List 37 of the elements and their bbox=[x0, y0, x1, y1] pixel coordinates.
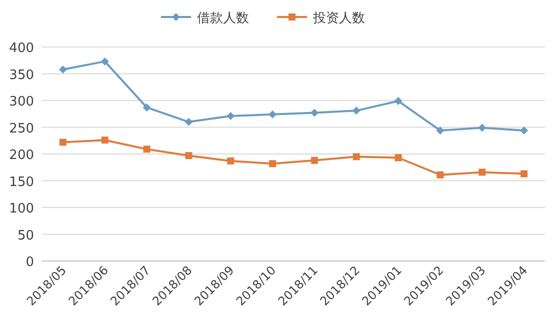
point bbox=[59, 138, 66, 146]
point bbox=[478, 124, 486, 132]
y-tick-label: 400 bbox=[9, 41, 34, 56]
point bbox=[310, 156, 318, 164]
point bbox=[184, 118, 193, 126]
y-tick-label: 50 bbox=[17, 228, 34, 244]
y-tick-label: 100 bbox=[9, 202, 34, 216]
point bbox=[143, 146, 150, 153]
point bbox=[100, 57, 109, 66]
point bbox=[268, 110, 277, 118]
point bbox=[436, 171, 444, 178]
y-tick-label: 0 bbox=[26, 255, 34, 270]
point bbox=[352, 153, 360, 160]
point bbox=[58, 65, 67, 74]
legend-item: 投资人数 bbox=[277, 11, 365, 26]
point bbox=[226, 112, 235, 120]
legend-label: 投资人数 bbox=[312, 11, 365, 26]
point bbox=[352, 106, 360, 115]
y-tick-label: 250 bbox=[9, 121, 34, 136]
point bbox=[269, 160, 276, 168]
y-tick-label: 200 bbox=[9, 148, 34, 163]
point bbox=[142, 103, 151, 112]
point bbox=[394, 97, 402, 106]
legend-item: 借款人数 bbox=[161, 11, 249, 26]
point bbox=[227, 157, 234, 164]
y-tick-label: 350 bbox=[9, 68, 34, 83]
y-tick-label: 300 bbox=[9, 94, 34, 110]
point bbox=[101, 136, 108, 144]
point bbox=[520, 170, 528, 178]
point bbox=[520, 126, 528, 134]
point bbox=[436, 126, 444, 134]
point bbox=[394, 154, 402, 162]
y-tick-label: 150 bbox=[9, 174, 34, 190]
point bbox=[310, 108, 318, 117]
legend-label: 借款人数 bbox=[197, 11, 249, 26]
point bbox=[478, 168, 486, 176]
point bbox=[185, 152, 192, 160]
